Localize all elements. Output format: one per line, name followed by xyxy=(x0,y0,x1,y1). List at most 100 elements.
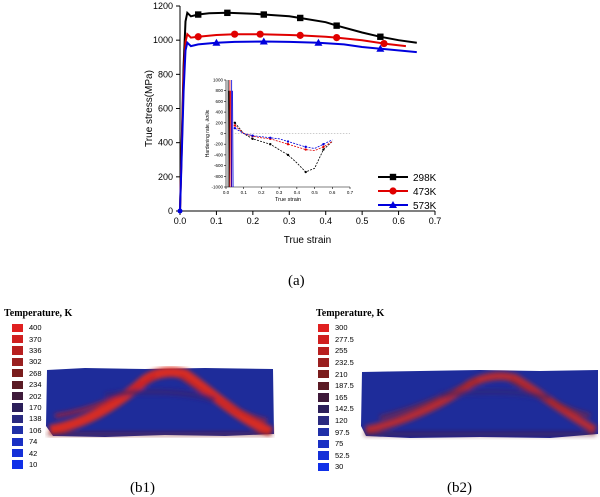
legend-row: 336 xyxy=(12,345,42,356)
color-swatch xyxy=(318,439,329,449)
legend-value: 42 xyxy=(29,448,38,458)
color-swatch xyxy=(318,393,329,402)
circle-marker xyxy=(296,31,304,39)
inset-point xyxy=(304,148,307,151)
y-tick-label: 200 xyxy=(158,172,173,182)
color-swatch xyxy=(12,334,23,344)
legend-value: 300 xyxy=(335,323,348,333)
legend-value: 120 xyxy=(335,416,348,426)
inset-y-tick-label: -800 xyxy=(214,174,224,179)
legend-row: 300 xyxy=(318,322,348,334)
inset-point xyxy=(269,143,272,146)
legend-row: 170 xyxy=(12,402,42,413)
temperature-map-b2 xyxy=(361,370,598,438)
inset-point xyxy=(269,136,272,139)
color-swatch xyxy=(12,426,23,435)
legend-b1-title: Temperature, K xyxy=(4,308,73,319)
legend-row: 232.5 xyxy=(318,357,354,369)
triangle-marker xyxy=(389,201,397,208)
legend-row: 187.5 xyxy=(318,380,354,392)
color-swatch xyxy=(12,437,23,446)
inset-y-tick-label: 600 xyxy=(215,99,223,104)
x-tick-label: 0.1 xyxy=(210,216,223,226)
legend-row: 106 xyxy=(12,425,42,436)
y-tick-label: 600 xyxy=(158,104,173,114)
square-marker xyxy=(224,9,231,17)
main-legend: 298K 473K 573K xyxy=(378,173,437,212)
y-tick-label: 1200 xyxy=(153,1,173,11)
inset-series-line xyxy=(234,122,333,173)
inset-y-tick-label: -600 xyxy=(214,163,224,168)
inset-y-tick-label: 1000 xyxy=(213,78,224,83)
color-swatch xyxy=(12,414,23,424)
inset-initial-spike xyxy=(227,80,230,188)
legend-row: 400 xyxy=(12,322,42,333)
inset-x-tick-label: 0.3 xyxy=(276,190,283,195)
color-swatch xyxy=(12,346,23,355)
color-swatch xyxy=(12,403,23,412)
legend-value: 138 xyxy=(29,414,42,424)
caption-b2: (b2) xyxy=(447,480,472,496)
x-tick-label: 0.0 xyxy=(174,216,187,226)
legend-row: 268 xyxy=(12,368,42,379)
y-tick-label: 800 xyxy=(158,69,173,79)
circle-marker xyxy=(389,187,397,195)
inset-point xyxy=(286,143,290,146)
legend-row: 52.5 xyxy=(318,450,350,462)
legend-value: 277.5 xyxy=(335,334,354,344)
x-tick-label: 0.3 xyxy=(283,216,296,226)
inset-point xyxy=(304,145,307,149)
legend-row: 74 xyxy=(12,436,37,447)
y-tick-label: 0 xyxy=(168,206,173,216)
color-swatch xyxy=(12,460,23,469)
inset-y-axis-title: Hardening rate, ∂σ/∂ε xyxy=(205,109,211,157)
legend-value: 170 xyxy=(29,402,42,412)
main-series xyxy=(177,9,417,214)
inset-y-tick-label: -1000 xyxy=(211,185,223,190)
inset-x-tick-label: 0.2 xyxy=(258,190,265,195)
color-swatch xyxy=(318,381,329,391)
y-tick-label: 400 xyxy=(158,138,173,148)
color-swatch xyxy=(12,323,23,332)
legend-row: 202 xyxy=(12,390,42,401)
x-tick-label: 0.2 xyxy=(247,216,260,226)
legend-value: 30 xyxy=(335,462,344,472)
shear-band xyxy=(47,367,274,437)
legend-value: 210 xyxy=(335,369,348,379)
inset-x-tick-label: 0.0 xyxy=(223,190,230,195)
specimen-background xyxy=(46,368,274,437)
x-tick-label: 0.5 xyxy=(356,216,369,226)
circle-marker xyxy=(194,33,202,41)
triangle-marker xyxy=(314,38,323,46)
legend-value: 370 xyxy=(29,334,42,344)
caption-b1: (b1) xyxy=(130,480,155,496)
caption-a: (a) xyxy=(288,273,305,289)
inset-x-tick-label: 0.4 xyxy=(294,190,301,195)
color-swatch xyxy=(318,323,329,333)
legend-value: 106 xyxy=(29,425,42,435)
circle-marker xyxy=(231,30,239,38)
legend-value: 302 xyxy=(29,357,42,367)
stress-strain-chart: 0.0 0.1 0.2 0.3 0.4 0.5 0.6 0.7 0 200 400 600 800 100… xyxy=(144,1,441,246)
inset-series-line xyxy=(234,127,333,149)
color-swatch xyxy=(12,369,23,378)
inset-point xyxy=(286,153,290,157)
inset-x-tick-label: 0.6 xyxy=(329,190,336,195)
legend-row: 75 xyxy=(318,438,343,450)
color-swatch xyxy=(12,357,23,367)
legend-value: 74 xyxy=(29,437,38,447)
triangle-marker xyxy=(212,38,221,46)
legend-value: 268 xyxy=(29,368,42,378)
color-swatch xyxy=(318,346,329,356)
color-swatch xyxy=(12,380,23,389)
inset-y-tick-label: 800 xyxy=(215,88,223,93)
circle-marker xyxy=(333,34,341,42)
color-swatch xyxy=(318,369,329,379)
color-swatch xyxy=(12,448,23,458)
circle-marker xyxy=(256,30,264,38)
legend-value: 232.5 xyxy=(335,358,354,368)
legend-row: 370 xyxy=(12,333,42,344)
legend-b2-title: Temperature, K xyxy=(316,308,385,319)
legend-row: 165 xyxy=(318,392,348,404)
inset-point xyxy=(322,148,325,151)
